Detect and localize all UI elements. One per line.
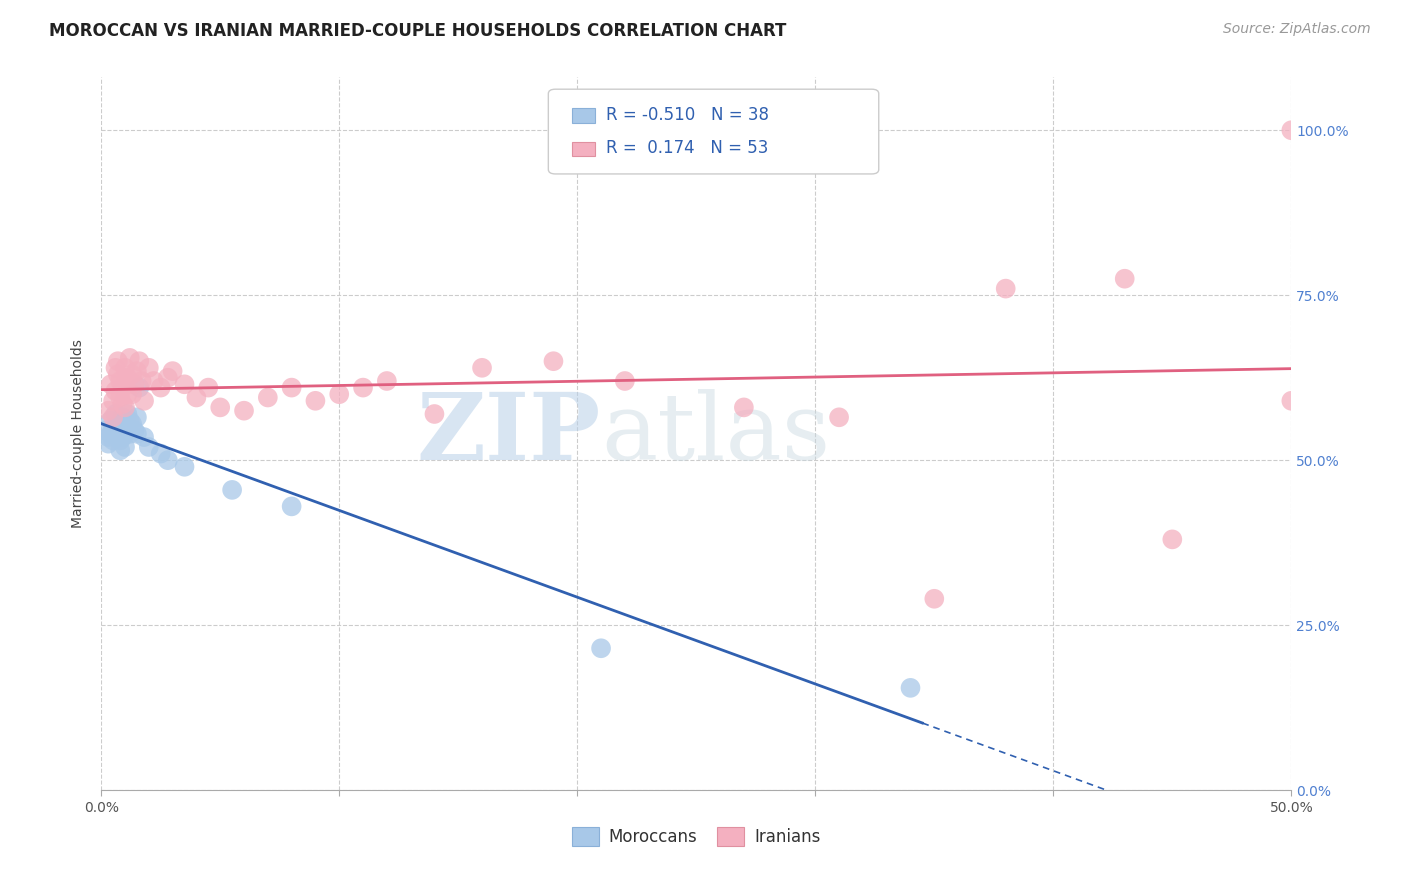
Point	[117, 407, 139, 421]
Point	[101, 410, 124, 425]
Point	[118, 426, 141, 441]
Point	[173, 459, 195, 474]
Point	[110, 434, 132, 448]
Point	[121, 387, 143, 401]
Point	[114, 401, 136, 415]
Point	[209, 401, 232, 415]
Point	[104, 424, 127, 438]
Point	[114, 417, 136, 431]
Point	[110, 374, 132, 388]
Point	[118, 351, 141, 365]
Point	[828, 410, 851, 425]
Point	[280, 381, 302, 395]
Point	[197, 381, 219, 395]
Point	[111, 381, 134, 395]
Text: R =  0.174   N = 53: R = 0.174 N = 53	[606, 139, 768, 157]
Point	[138, 360, 160, 375]
Point	[100, 414, 122, 428]
Point	[101, 393, 124, 408]
Point	[221, 483, 243, 497]
Point	[328, 387, 350, 401]
Point	[104, 360, 127, 375]
Point	[142, 374, 165, 388]
Point	[100, 377, 122, 392]
Point	[104, 407, 127, 421]
Point	[114, 426, 136, 441]
Point	[162, 364, 184, 378]
Point	[111, 430, 134, 444]
Point	[107, 414, 129, 428]
Point	[100, 426, 122, 441]
Point	[117, 370, 139, 384]
Point	[114, 360, 136, 375]
Point	[900, 681, 922, 695]
Point	[125, 410, 148, 425]
Point	[121, 417, 143, 431]
Point	[1114, 271, 1136, 285]
Point	[97, 430, 120, 444]
Point	[1279, 393, 1302, 408]
Point	[128, 354, 150, 368]
Point	[173, 377, 195, 392]
Point	[110, 417, 132, 431]
Point	[94, 424, 117, 438]
Point	[125, 364, 148, 378]
Y-axis label: Married-couple Households: Married-couple Households	[72, 339, 86, 528]
Point	[101, 434, 124, 448]
Point	[97, 403, 120, 417]
Text: MOROCCAN VS IRANIAN MARRIED-COUPLE HOUSEHOLDS CORRELATION CHART: MOROCCAN VS IRANIAN MARRIED-COUPLE HOUSE…	[49, 22, 786, 40]
Point	[423, 407, 446, 421]
Point	[149, 447, 172, 461]
Text: atlas: atlas	[600, 389, 831, 479]
Point	[97, 436, 120, 450]
Point	[107, 354, 129, 368]
Point	[111, 421, 134, 435]
Point	[117, 420, 139, 434]
Point	[121, 368, 143, 382]
Point	[131, 374, 153, 388]
Point	[589, 641, 612, 656]
Point	[149, 381, 172, 395]
Text: R = -0.510   N = 38: R = -0.510 N = 38	[606, 106, 769, 124]
Point	[733, 401, 755, 415]
Text: ZIP: ZIP	[416, 389, 600, 479]
Point	[994, 282, 1017, 296]
Point	[128, 381, 150, 395]
Point	[543, 354, 565, 368]
Point	[104, 384, 127, 398]
Point	[1161, 533, 1184, 547]
Point	[101, 420, 124, 434]
Legend: Moroccans, Iranians: Moroccans, Iranians	[565, 821, 827, 853]
Point	[304, 393, 326, 408]
Point	[613, 374, 636, 388]
Point	[233, 403, 256, 417]
Point	[375, 374, 398, 388]
Point	[118, 414, 141, 428]
Point	[110, 391, 132, 405]
Point	[1279, 123, 1302, 137]
Point	[110, 443, 132, 458]
Point	[125, 426, 148, 441]
Point	[114, 377, 136, 392]
Point	[124, 377, 146, 392]
Point	[124, 424, 146, 438]
Point	[156, 370, 179, 384]
Point	[132, 393, 155, 408]
Point	[471, 360, 494, 375]
Point	[256, 391, 278, 405]
Text: Source: ZipAtlas.com: Source: ZipAtlas.com	[1223, 22, 1371, 37]
Point	[186, 391, 208, 405]
Point	[117, 387, 139, 401]
Point	[132, 430, 155, 444]
Point	[107, 368, 129, 382]
Point	[111, 410, 134, 425]
Point	[156, 453, 179, 467]
Point	[111, 397, 134, 411]
Point	[352, 381, 374, 395]
Point	[114, 440, 136, 454]
Point	[138, 440, 160, 454]
Point	[280, 500, 302, 514]
Point	[924, 591, 946, 606]
Point	[107, 426, 129, 441]
